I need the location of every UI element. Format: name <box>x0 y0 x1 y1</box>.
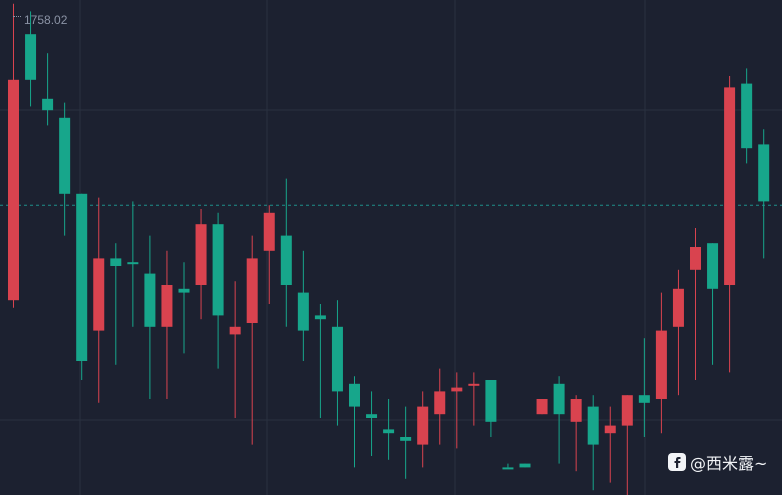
candle-body <box>536 399 548 415</box>
high-price-label: 1758.02 <box>24 13 68 27</box>
candle-body <box>741 83 753 149</box>
candle-body <box>621 395 633 426</box>
candle <box>400 406 412 479</box>
watermark: @西米露~ <box>668 450 767 474</box>
candle-body <box>212 224 224 316</box>
candle-body <box>672 288 684 327</box>
candle-body <box>314 315 326 320</box>
candle <box>144 235 156 399</box>
candle <box>366 391 378 456</box>
candle <box>212 212 224 369</box>
candle <box>707 243 719 365</box>
candle-body <box>655 330 667 399</box>
candle <box>93 197 105 403</box>
candle-body <box>178 288 190 293</box>
candle <box>638 338 650 437</box>
candle-body <box>485 380 497 422</box>
candle <box>536 399 548 415</box>
candle <box>621 395 633 495</box>
candle-body <box>587 406 599 445</box>
candle <box>587 395 599 491</box>
candle-body <box>400 437 412 441</box>
candle <box>178 262 190 354</box>
candle-body <box>417 406 429 445</box>
candle <box>468 372 480 426</box>
candle-body <box>59 117 71 194</box>
candle-body <box>93 258 105 331</box>
candle <box>553 376 565 464</box>
candle-body <box>383 429 395 434</box>
candle-body <box>263 212 275 251</box>
candle-body <box>144 273 156 327</box>
candle-body <box>349 383 360 407</box>
candle-body <box>519 463 531 468</box>
candle <box>604 406 616 483</box>
candle-body <box>280 235 292 285</box>
candle-body <box>570 399 582 422</box>
app-logo-icon <box>668 453 686 471</box>
candle-body <box>110 258 122 266</box>
candle-body <box>690 247 701 270</box>
candle <box>297 250 309 361</box>
candle <box>741 68 753 164</box>
candle-body <box>127 262 139 265</box>
candle <box>690 228 701 380</box>
candle <box>280 178 292 327</box>
candle-body <box>451 387 463 392</box>
candles-group <box>8 3 770 495</box>
candle-body <box>553 383 565 415</box>
candle-body <box>331 326 343 392</box>
candle <box>195 209 207 320</box>
candle <box>434 368 446 445</box>
candle-body <box>161 285 173 327</box>
candle-body <box>434 391 446 415</box>
candle-body <box>76 193 88 361</box>
candle-body <box>502 467 514 470</box>
candle-body <box>229 326 241 335</box>
candle <box>672 269 684 396</box>
candle <box>229 281 241 418</box>
candle-body <box>42 98 54 111</box>
candle <box>519 463 531 468</box>
candle-body <box>25 34 37 80</box>
candle-body <box>246 258 258 323</box>
candle <box>758 129 770 259</box>
candle <box>161 250 173 399</box>
candle <box>502 463 514 470</box>
candle <box>25 11 37 107</box>
candle-body <box>724 87 736 286</box>
candle-body <box>297 292 309 331</box>
candle <box>314 304 326 418</box>
price-tick-marker <box>13 16 21 20</box>
candle <box>451 372 463 449</box>
candle <box>383 399 395 460</box>
candle <box>570 395 582 472</box>
candle-body <box>195 224 207 285</box>
watermark-text: @西米露~ <box>690 454 768 473</box>
candle <box>724 76 736 373</box>
candle <box>127 201 139 327</box>
candle <box>59 102 71 236</box>
candle <box>42 53 54 126</box>
candle <box>246 235 258 445</box>
candle-body <box>8 79 19 301</box>
candle-body <box>638 395 650 403</box>
candle <box>76 193 88 380</box>
candle <box>485 380 497 437</box>
candle <box>331 300 343 426</box>
candle-body <box>468 383 480 386</box>
candle-body <box>758 144 770 202</box>
candle-body <box>366 414 378 418</box>
candle <box>655 292 667 434</box>
candle <box>349 376 360 468</box>
candle <box>8 3 19 308</box>
candle <box>263 205 275 304</box>
candle-body <box>604 425 616 434</box>
candle <box>417 391 429 468</box>
candle-body <box>707 243 719 289</box>
candle <box>110 243 122 365</box>
